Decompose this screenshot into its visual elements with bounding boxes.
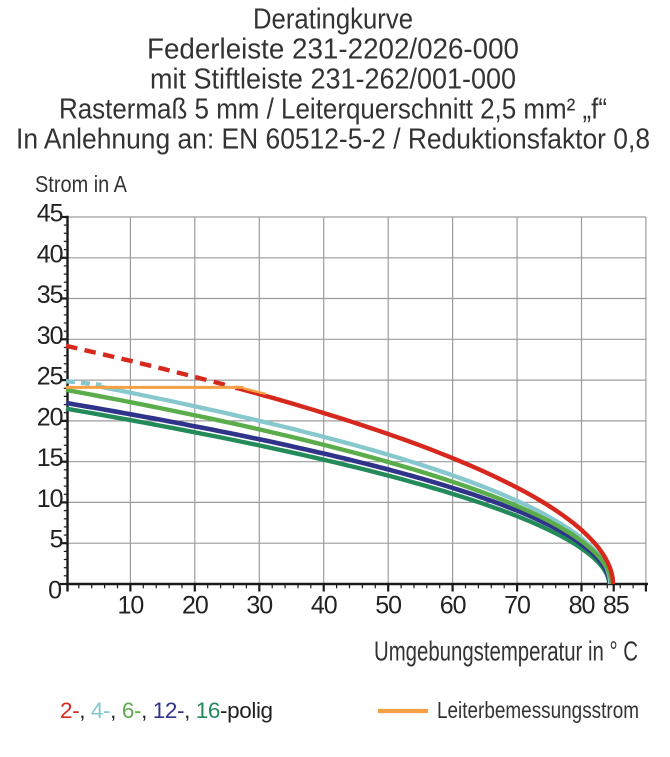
svg-text:Leiterbemessungsstrom: Leiterbemessungsstrom (437, 697, 639, 723)
svg-text:25: 25 (37, 363, 63, 391)
svg-text:30: 30 (246, 592, 272, 620)
svg-text:30: 30 (37, 322, 63, 350)
svg-text:In Anlehnung an: EN 60512-5-2: In Anlehnung an: EN 60512-5-2 / Reduktio… (16, 124, 650, 156)
svg-text:40: 40 (37, 240, 63, 268)
svg-text:Strom in A: Strom in A (35, 171, 128, 197)
svg-text:50: 50 (375, 592, 401, 620)
svg-text:85: 85 (603, 592, 629, 620)
svg-text:10: 10 (117, 592, 143, 620)
svg-text:20: 20 (182, 592, 208, 620)
svg-text:35: 35 (37, 281, 63, 309)
svg-text:mit Stiftleiste 231-262/001-00: mit Stiftleiste 231-262/001-000 (150, 64, 516, 96)
svg-text:Umgebungstemperatur in ° C: Umgebungstemperatur in ° C (374, 636, 638, 667)
svg-text:10: 10 (37, 485, 63, 513)
svg-text:0: 0 (48, 577, 62, 605)
svg-text:45: 45 (37, 199, 63, 227)
svg-text:5: 5 (50, 526, 63, 554)
svg-text:70: 70 (504, 592, 530, 620)
svg-text:80: 80 (569, 592, 595, 620)
svg-text:20: 20 (37, 403, 63, 431)
svg-text:Rastermaß 5 mm / Leiterquersch: Rastermaß 5 mm / Leiterquerschnitt 2,5 m… (59, 94, 607, 126)
svg-text:60: 60 (440, 592, 466, 620)
svg-text:Deratingkurve: Deratingkurve (253, 4, 413, 36)
svg-text:40: 40 (311, 592, 337, 620)
svg-text:2-, 4-, 6-, 12-, 16-polig: 2-, 4-, 6-, 12-, 16-polig (60, 698, 273, 723)
svg-text:15: 15 (37, 444, 63, 472)
svg-text:Federleiste 231-2202/026-000: Federleiste 231-2202/026-000 (147, 34, 519, 66)
